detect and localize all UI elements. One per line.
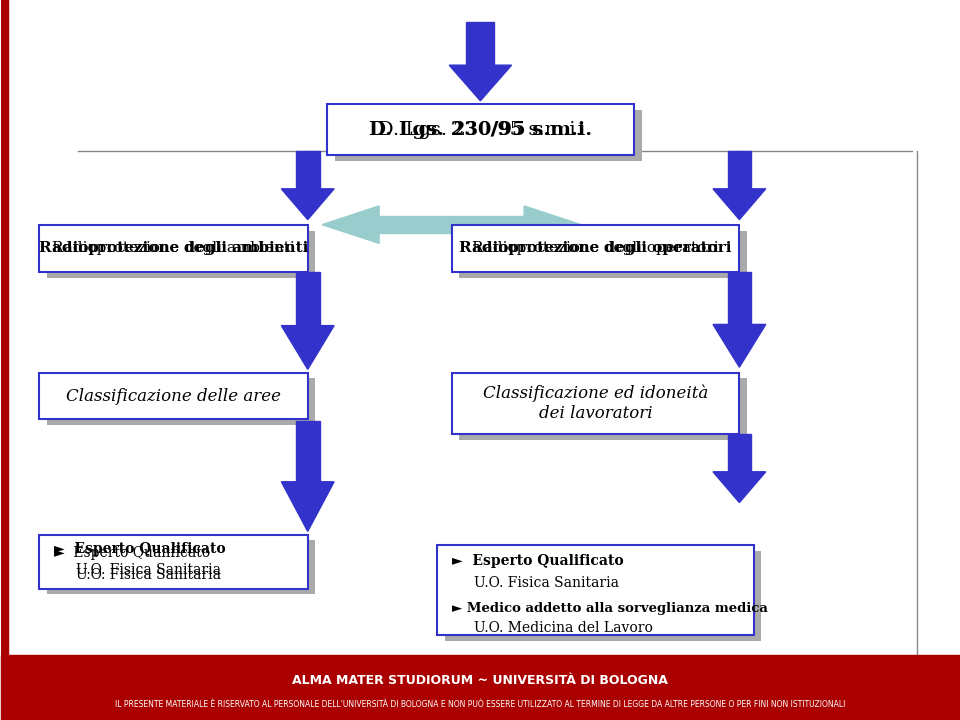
FancyBboxPatch shape bbox=[47, 540, 316, 595]
Bar bbox=[1, 0, 83, 151]
Polygon shape bbox=[713, 325, 766, 367]
FancyBboxPatch shape bbox=[39, 534, 308, 589]
Polygon shape bbox=[524, 206, 581, 243]
FancyBboxPatch shape bbox=[459, 231, 747, 278]
FancyBboxPatch shape bbox=[451, 225, 739, 271]
Polygon shape bbox=[281, 325, 334, 369]
Text: ALMA MATER STUDIORUM ~ UNIVERSITÀ DI BOLOGNA: ALMA MATER STUDIORUM ~ UNIVERSITÀ DI BOL… bbox=[293, 674, 668, 687]
Bar bbox=[379, 216, 524, 233]
Bar bbox=[1, 655, 960, 720]
Bar bbox=[467, 22, 494, 66]
Bar bbox=[296, 151, 320, 189]
Text: IL PRESENTE MATERIALE È RISERVATO AL PERSONALE DELL'UNIVERSITÀ DI BOLOGNA E NON : IL PRESENTE MATERIALE È RISERVATO AL PER… bbox=[115, 700, 846, 708]
FancyBboxPatch shape bbox=[459, 379, 747, 439]
Bar bbox=[296, 421, 320, 482]
Bar bbox=[728, 151, 752, 189]
Bar bbox=[296, 272, 320, 325]
Text: Radioprotezione degli operatori: Radioprotezione degli operatori bbox=[472, 241, 719, 256]
Text: D. Lgs. 230/95 s.m.i.: D. Lgs. 230/95 s.m.i. bbox=[378, 121, 583, 139]
Polygon shape bbox=[281, 482, 334, 531]
Polygon shape bbox=[713, 472, 766, 503]
FancyBboxPatch shape bbox=[47, 379, 316, 425]
Text: D. Lgs. 230/95 s.m.i.: D. Lgs. 230/95 s.m.i. bbox=[369, 121, 592, 139]
Text: ►  Esperto Qualificato: ► Esperto Qualificato bbox=[451, 554, 623, 568]
FancyBboxPatch shape bbox=[39, 225, 308, 271]
Text: U.O. Fisica Sanitaria: U.O. Fisica Sanitaria bbox=[451, 576, 618, 590]
Bar bbox=[728, 434, 752, 472]
FancyBboxPatch shape bbox=[39, 373, 308, 419]
Text: Radioprotezione degli ambienti: Radioprotezione degli ambienti bbox=[38, 241, 308, 256]
Text: ►  Esperto Qualificato
     U.O. Fisica Sanitaria: ► Esperto Qualificato U.O. Fisica Sanita… bbox=[54, 546, 221, 577]
Text: Radioprotezione degli ambienti: Radioprotezione degli ambienti bbox=[52, 241, 295, 256]
Polygon shape bbox=[323, 206, 379, 243]
Text: U.O. Medicina del Lavoro: U.O. Medicina del Lavoro bbox=[451, 621, 653, 635]
Text: Radioprotezione degli operatori: Radioprotezione degli operatori bbox=[459, 241, 732, 256]
Text: Classificazione ed idoneità
dei lavoratori: Classificazione ed idoneità dei lavorato… bbox=[483, 384, 708, 422]
Text: ►  Esperto Qualificato: ► Esperto Qualificato bbox=[54, 541, 226, 556]
FancyBboxPatch shape bbox=[451, 373, 739, 433]
FancyBboxPatch shape bbox=[47, 231, 316, 278]
Bar bbox=[728, 272, 752, 325]
Polygon shape bbox=[449, 66, 512, 101]
FancyBboxPatch shape bbox=[335, 110, 641, 161]
Polygon shape bbox=[713, 189, 766, 220]
FancyBboxPatch shape bbox=[327, 104, 634, 155]
Text: ► Medico addetto alla sorveglianza medica: ► Medico addetto alla sorveglianza medic… bbox=[451, 601, 767, 615]
Bar bbox=[1, 0, 9, 720]
Text: Classificazione delle aree: Classificazione delle aree bbox=[66, 387, 281, 405]
FancyBboxPatch shape bbox=[444, 552, 761, 642]
FancyBboxPatch shape bbox=[437, 546, 754, 636]
Text: U.O. Fisica Sanitaria: U.O. Fisica Sanitaria bbox=[54, 567, 221, 582]
Polygon shape bbox=[281, 189, 334, 220]
